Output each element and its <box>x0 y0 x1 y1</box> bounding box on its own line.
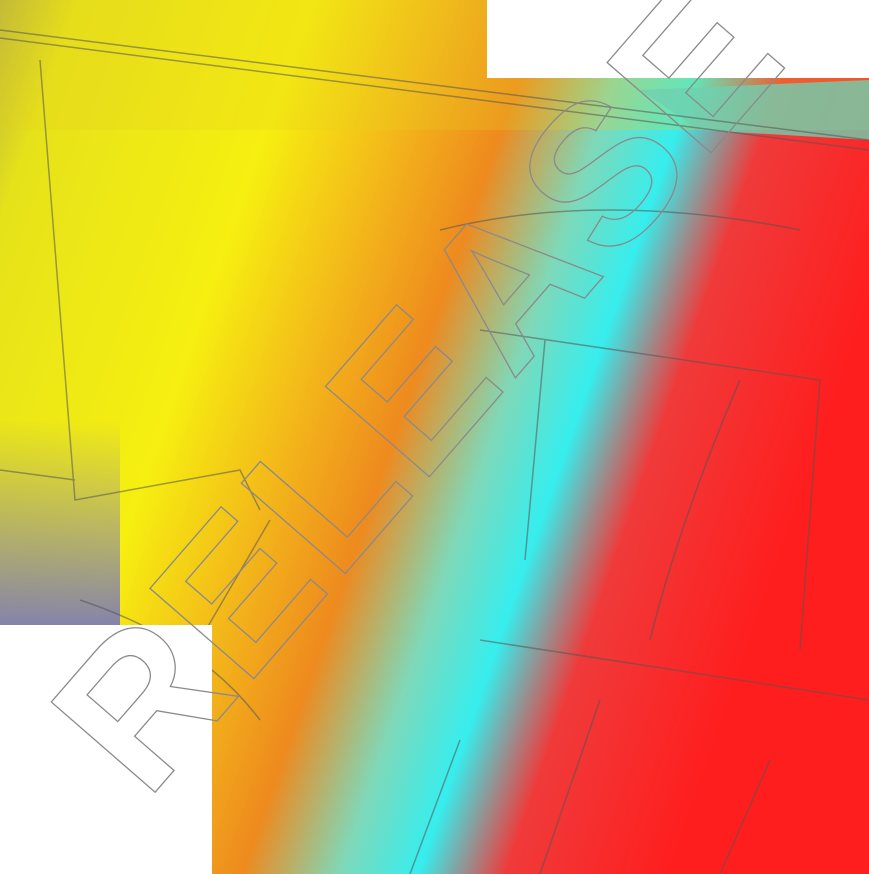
elevation-map: RELEASE <box>0 0 869 874</box>
